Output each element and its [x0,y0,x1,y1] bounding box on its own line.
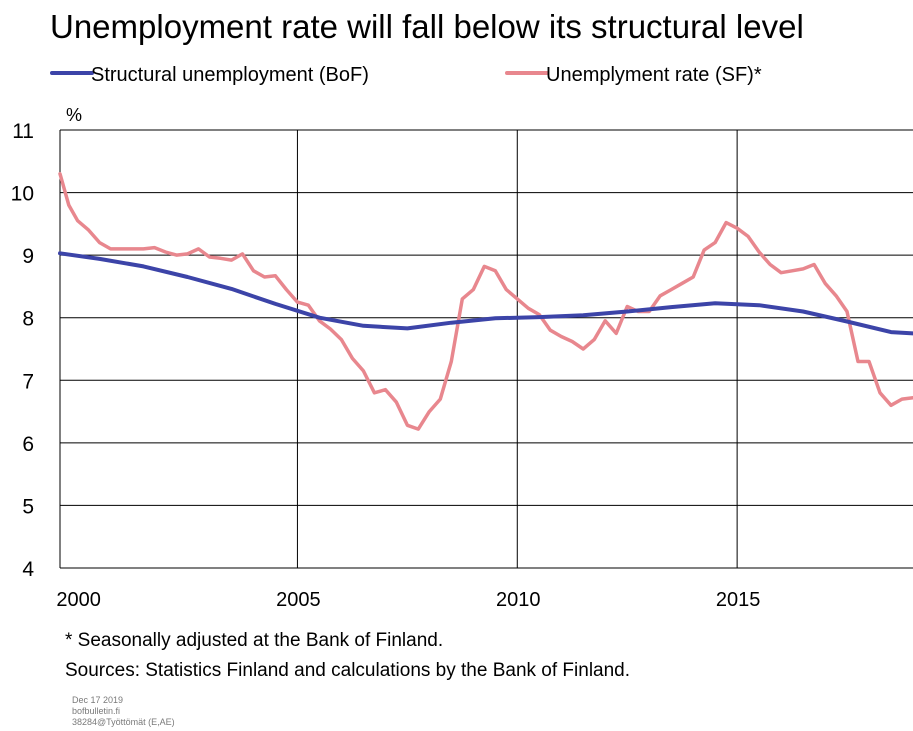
chart-title: Unemployment rate will fall below its st… [50,8,804,45]
y-tick-label-5: 5 [22,495,34,518]
series-line-unemployment [58,172,913,431]
series-layer [58,172,913,431]
x-tick-label-2005: 2005 [276,589,321,611]
x-tick-labels: 2000 2005 2010 2015 [56,589,760,611]
y-axis-unit-label: % [66,105,82,125]
chart-svg: Structural unemployment (BoF) Unemplymen… [11,64,913,611]
meta-code: 38284@Työttömät (E,AE) [72,717,175,727]
footnote-seasonal: * Seasonally adjusted at the Bank of Fin… [65,630,444,651]
legend-label-structural: Structural unemployment (BoF) [91,64,369,86]
y-tick-label-6: 6 [22,433,34,456]
x-tick-label-2000: 2000 [56,589,101,611]
y-tick-label-8: 8 [22,308,34,331]
legend: Structural unemployment (BoF) Unemplymen… [50,64,762,86]
y-tick-label-11: 11 [12,120,34,143]
y-tick-labels: 4 5 6 7 8 9 10 11 [11,120,35,581]
legend-label-unemployment: Unemplyment rate (SF)* [546,64,762,86]
meta-site: bofbulletin.fi [72,706,121,716]
grid [60,129,913,569]
meta-date: Dec 17 2019 [72,695,124,705]
x-tick-label-2015: 2015 [716,589,761,611]
y-tick-label-7: 7 [22,370,34,393]
series-line-structural [58,251,913,336]
y-tick-label-4: 4 [22,558,34,581]
y-tick-label-9: 9 [22,245,34,268]
footnote-sources: Sources: Statistics Finland and calculat… [65,660,631,681]
x-tick-label-2010: 2010 [496,589,541,611]
y-tick-label-10: 10 [11,183,34,206]
